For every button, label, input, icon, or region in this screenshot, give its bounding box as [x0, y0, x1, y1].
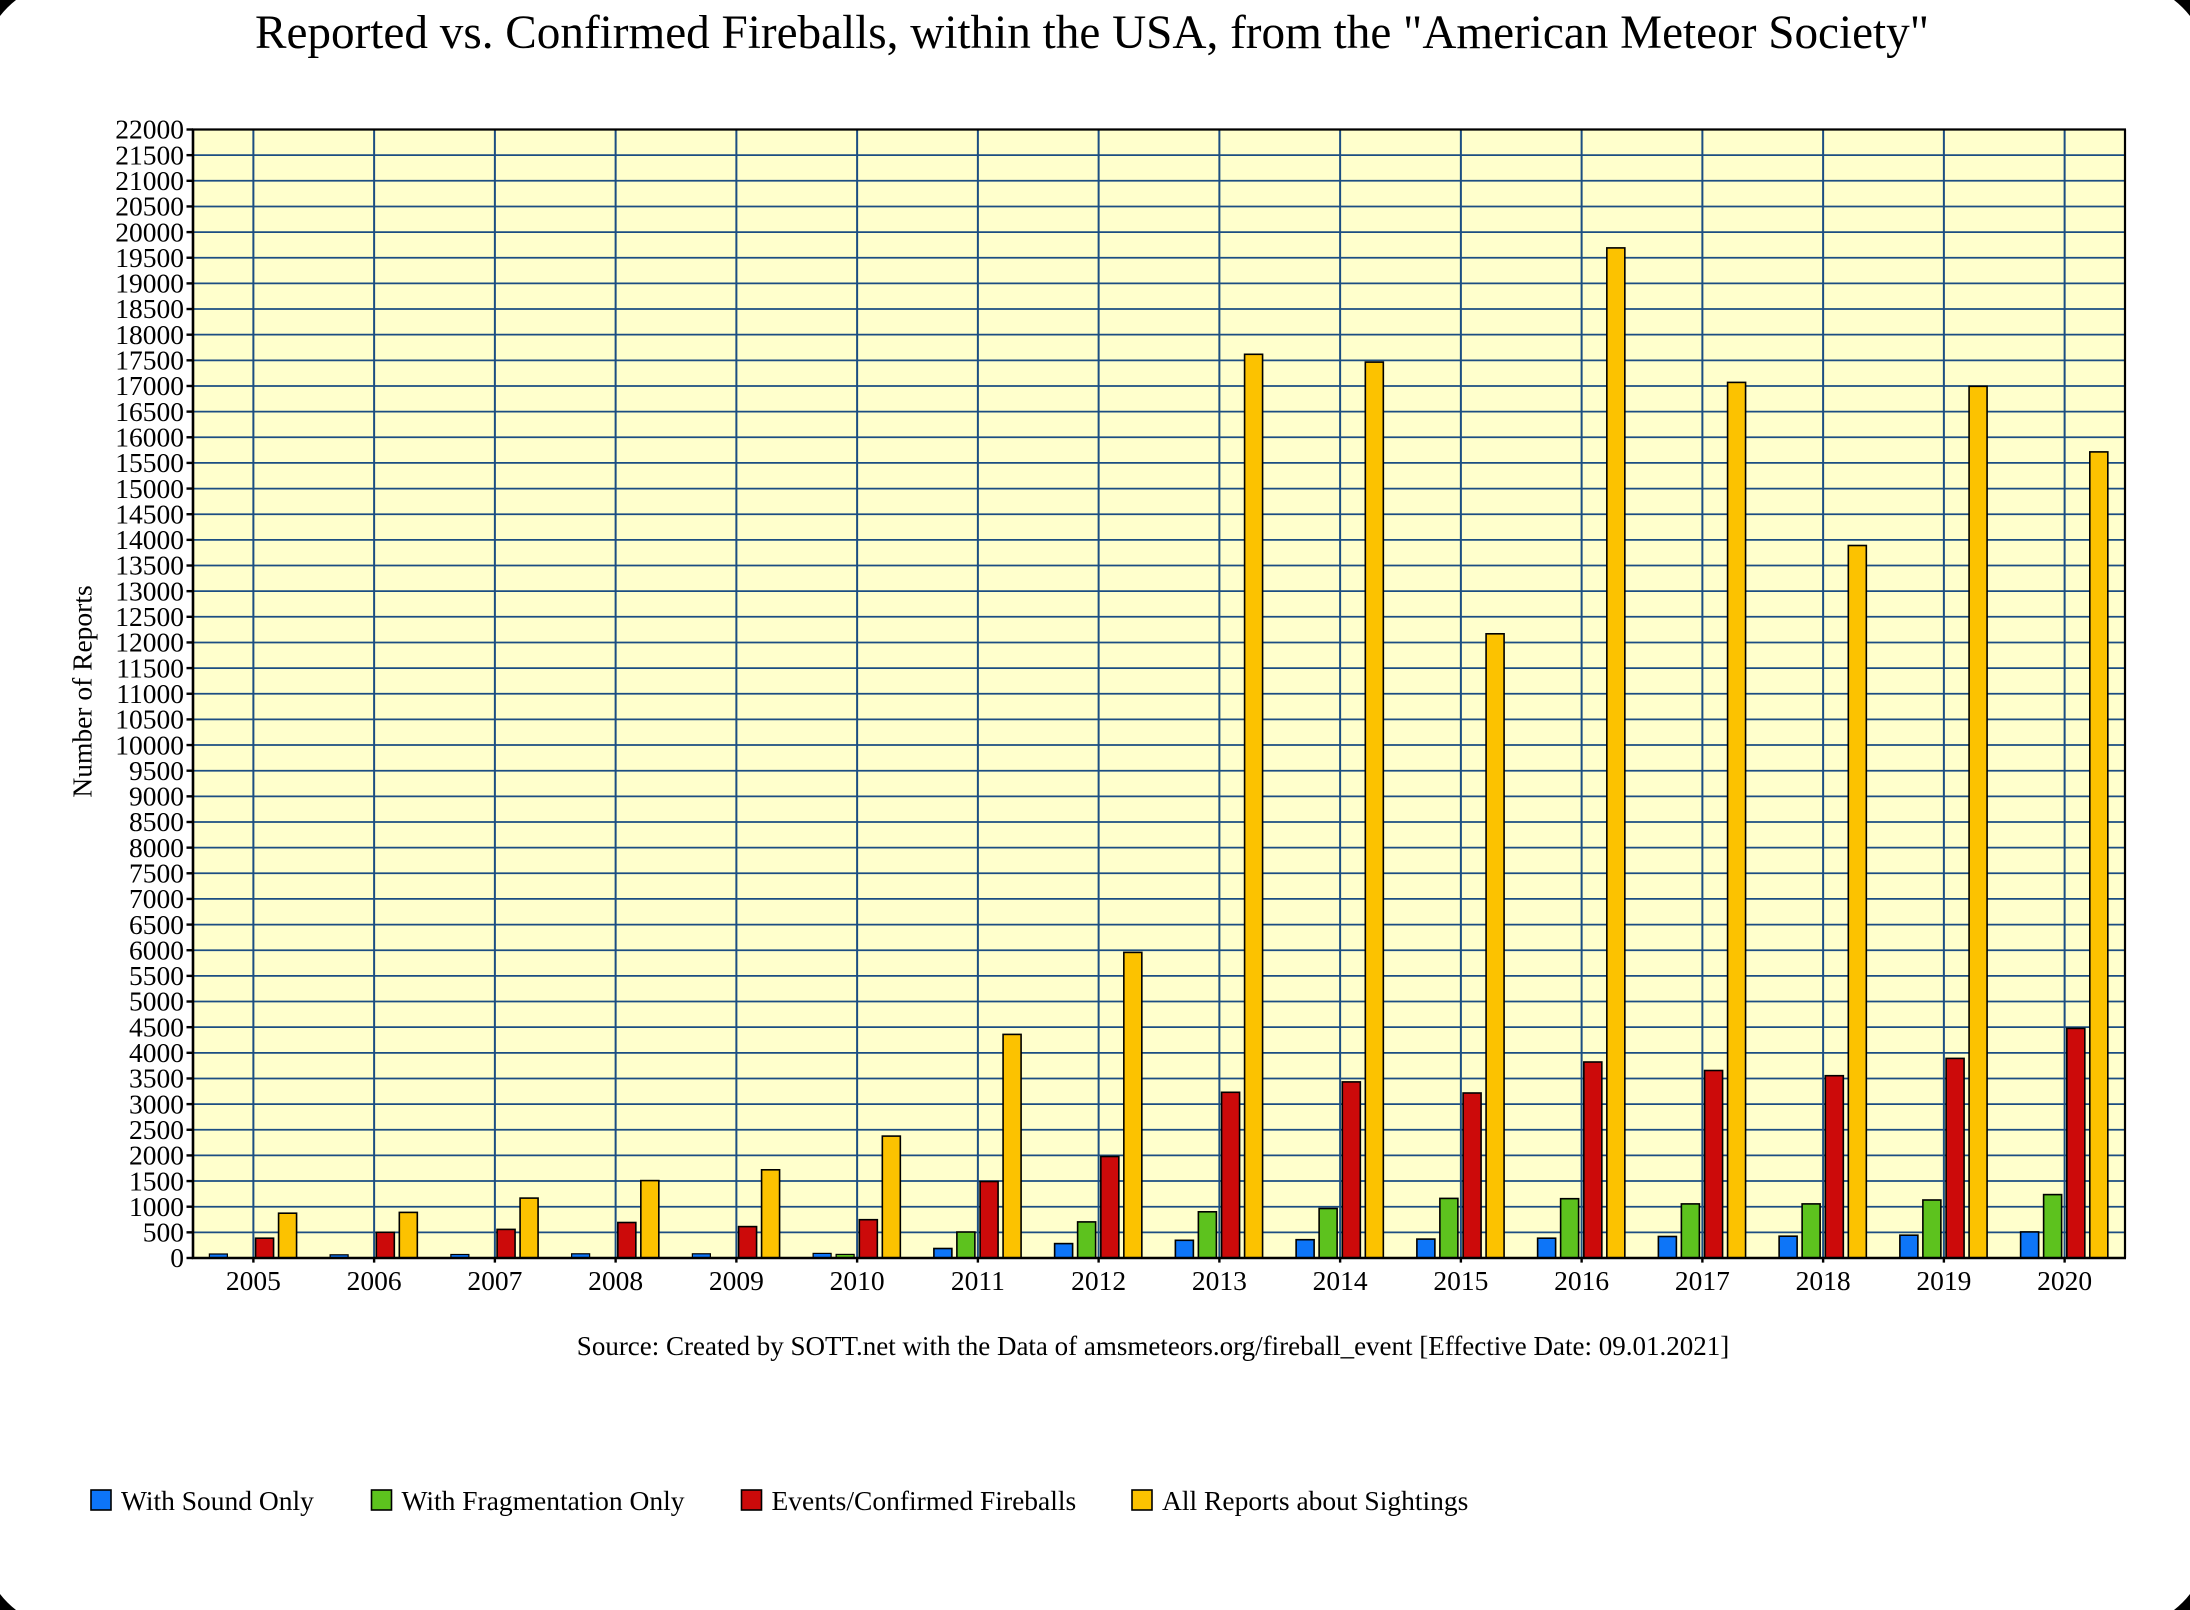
svg-text:1000: 1000	[129, 1191, 184, 1222]
svg-text:12000: 12000	[115, 627, 184, 658]
svg-text:10500: 10500	[115, 704, 184, 735]
svg-text:14000: 14000	[115, 524, 184, 555]
svg-text:18500: 18500	[115, 293, 184, 324]
svg-text:2013: 2013	[1192, 1265, 1247, 1296]
svg-text:2019: 2019	[1916, 1265, 1971, 1296]
svg-text:2007: 2007	[467, 1265, 522, 1296]
svg-text:7500: 7500	[129, 857, 184, 888]
svg-text:2500: 2500	[129, 1114, 184, 1145]
svg-text:4000: 4000	[129, 1037, 184, 1068]
svg-text:2016: 2016	[1554, 1265, 1609, 1296]
svg-text:12500: 12500	[115, 601, 184, 632]
svg-text:2000: 2000	[129, 1140, 184, 1171]
svg-text:11000: 11000	[116, 678, 184, 709]
svg-text:500: 500	[143, 1217, 184, 1248]
svg-text:9000: 9000	[129, 781, 184, 812]
svg-text:2009: 2009	[709, 1265, 764, 1296]
svg-text:6000: 6000	[129, 934, 184, 965]
svg-text:Reported vs. Confirmed Firebal: Reported vs. Confirmed Fireballs, within…	[255, 7, 1929, 59]
svg-text:Events/Confirmed Fireballs: Events/Confirmed Fireballs	[772, 1485, 1077, 1516]
svg-text:10000: 10000	[115, 729, 184, 760]
svg-text:8500: 8500	[129, 806, 184, 837]
svg-text:14500: 14500	[115, 498, 184, 529]
svg-text:15000: 15000	[115, 473, 184, 504]
svg-text:13500: 13500	[115, 550, 184, 581]
svg-text:20500: 20500	[115, 191, 184, 222]
svg-text:3500: 3500	[129, 1063, 184, 1094]
svg-text:16500: 16500	[115, 396, 184, 427]
svg-text:With Sound Only: With Sound Only	[121, 1485, 314, 1516]
svg-text:8000: 8000	[129, 832, 184, 863]
svg-text:2020: 2020	[2037, 1265, 2092, 1296]
svg-text:19500: 19500	[115, 242, 184, 273]
svg-text:15500: 15500	[115, 447, 184, 478]
svg-text:2012: 2012	[1071, 1265, 1126, 1296]
svg-text:17500: 17500	[115, 345, 184, 376]
svg-text:0: 0	[170, 1242, 184, 1273]
svg-text:2006: 2006	[347, 1265, 402, 1296]
svg-text:2015: 2015	[1433, 1265, 1488, 1296]
svg-text:11500: 11500	[116, 652, 184, 683]
svg-text:5500: 5500	[129, 960, 184, 991]
svg-text:4500: 4500	[129, 1011, 184, 1042]
svg-text:3000: 3000	[129, 1088, 184, 1119]
svg-text:Number of Reports: Number of Reports	[67, 585, 98, 797]
svg-text:21500: 21500	[115, 139, 184, 170]
svg-text:2005: 2005	[226, 1265, 281, 1296]
svg-text:2018: 2018	[1796, 1265, 1851, 1296]
svg-text:2011: 2011	[951, 1265, 1005, 1296]
svg-text:9500: 9500	[129, 755, 184, 786]
svg-text:2017: 2017	[1675, 1265, 1730, 1296]
svg-text:With Fragmentation Only: With Fragmentation Only	[402, 1485, 685, 1516]
svg-text:13000: 13000	[115, 575, 184, 606]
svg-text:7000: 7000	[129, 883, 184, 914]
svg-text:All Reports about Sightings: All Reports about Sightings	[1162, 1485, 1468, 1516]
svg-text:21000: 21000	[115, 165, 184, 196]
svg-text:5000: 5000	[129, 986, 184, 1017]
svg-text:2014: 2014	[1313, 1265, 1368, 1296]
svg-text:20000: 20000	[115, 216, 184, 247]
svg-text:2008: 2008	[588, 1265, 643, 1296]
svg-text:17000: 17000	[115, 370, 184, 401]
svg-text:6500: 6500	[129, 909, 184, 940]
svg-text:16000: 16000	[115, 421, 184, 452]
svg-text:19000: 19000	[115, 268, 184, 299]
svg-text:2010: 2010	[830, 1265, 885, 1296]
svg-text:22000: 22000	[115, 114, 184, 145]
svg-text:18000: 18000	[115, 319, 184, 350]
svg-text:Source: Created by SOTT.net wi: Source: Created by SOTT.net with the Dat…	[577, 1331, 1729, 1361]
svg-text:1500: 1500	[129, 1165, 184, 1196]
